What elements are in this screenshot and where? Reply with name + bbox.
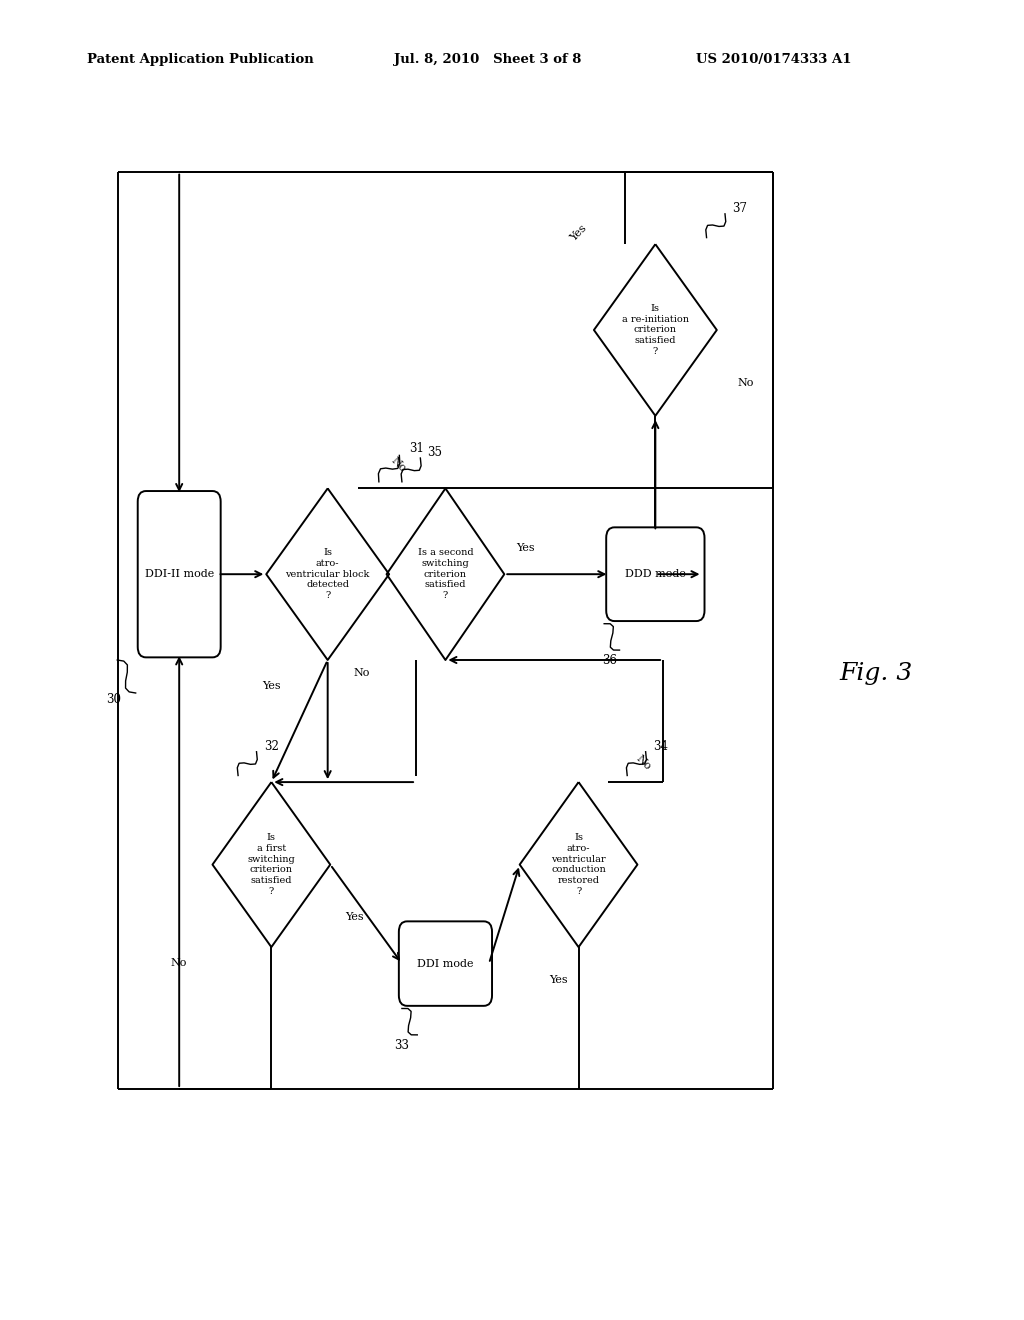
- Text: 34: 34: [653, 741, 668, 752]
- Text: No: No: [353, 668, 370, 678]
- Text: Jul. 8, 2010   Sheet 3 of 8: Jul. 8, 2010 Sheet 3 of 8: [394, 53, 582, 66]
- Text: Fig. 3: Fig. 3: [840, 661, 913, 685]
- Text: 36: 36: [602, 655, 616, 667]
- FancyBboxPatch shape: [606, 527, 705, 622]
- Text: 33: 33: [394, 1039, 410, 1052]
- Text: Yes: Yes: [549, 975, 567, 985]
- Text: Is
atro-
ventricular
conduction
restored
?: Is atro- ventricular conduction restored…: [551, 833, 606, 896]
- Text: No: No: [737, 378, 754, 388]
- FancyBboxPatch shape: [399, 921, 493, 1006]
- Text: DDD mode: DDD mode: [625, 569, 686, 579]
- Text: 35: 35: [428, 446, 442, 459]
- Text: 30: 30: [105, 693, 121, 706]
- Text: 31: 31: [410, 442, 425, 455]
- Text: Yes: Yes: [516, 543, 536, 553]
- Text: Is a second
switching
criterion
satisfied
?: Is a second switching criterion satisfie…: [418, 548, 473, 601]
- Text: 37: 37: [732, 202, 748, 215]
- Text: Yes: Yes: [568, 223, 589, 244]
- Text: No: No: [171, 958, 187, 968]
- Text: DDI-II mode: DDI-II mode: [144, 569, 214, 579]
- Text: Yes: Yes: [346, 912, 365, 923]
- Text: 32: 32: [264, 741, 279, 752]
- Text: No: No: [634, 752, 652, 772]
- Text: Is
a first
switching
criterion
satisfied
?: Is a first switching criterion satisfied…: [248, 833, 295, 896]
- Text: US 2010/0174333 A1: US 2010/0174333 A1: [696, 53, 852, 66]
- Text: Is
a re-initiation
criterion
satisfied
?: Is a re-initiation criterion satisfied ?: [622, 304, 689, 356]
- Text: No: No: [389, 455, 408, 474]
- Text: Yes: Yes: [262, 681, 281, 692]
- FancyBboxPatch shape: [137, 491, 220, 657]
- Text: Is
atro-
ventricular block
detected
?: Is atro- ventricular block detected ?: [286, 548, 370, 601]
- Text: DDI mode: DDI mode: [417, 958, 474, 969]
- Text: Patent Application Publication: Patent Application Publication: [87, 53, 313, 66]
